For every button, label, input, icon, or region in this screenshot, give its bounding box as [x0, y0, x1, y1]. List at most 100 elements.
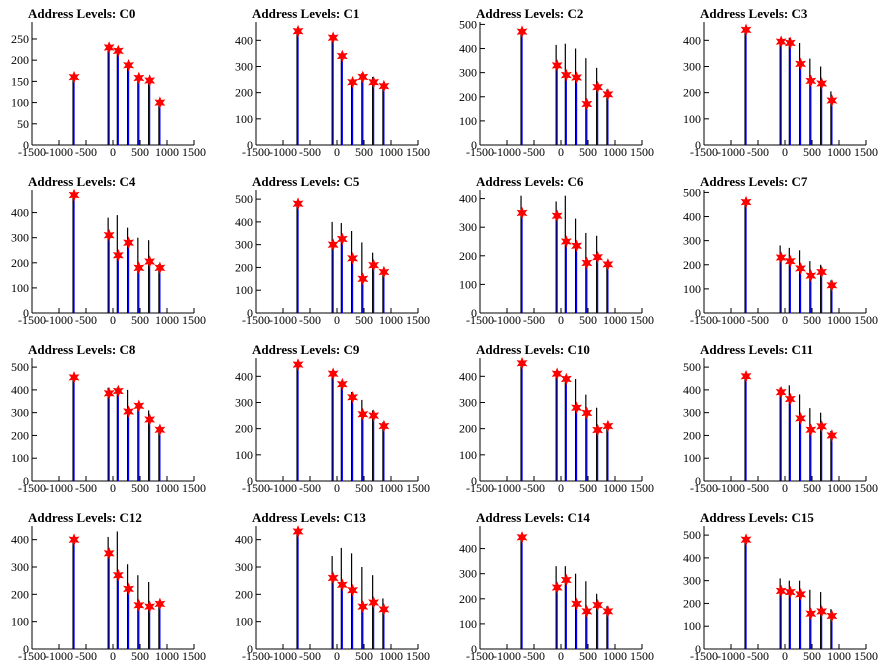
chart-panel: Address Levels: C1 0 100 200 300 400 -1500 -100… [224, 0, 448, 168]
x-tick-label: 0 [110, 649, 116, 663]
peak-marker [816, 265, 828, 279]
chart-panel: Address Levels: C3 0 100 200 300 400 -1500 -100… [672, 0, 896, 168]
y-tick-label: 200 [11, 428, 29, 442]
chart-title: Address Levels: C5 [252, 174, 360, 189]
chart-plot: 0 100 200 300 400 -1500 -1000 -500 0 500 1000 1500 [459, 526, 654, 663]
chart-panel: Address Levels: C10 0 100 200 300 400 -1500 -10… [448, 336, 672, 504]
peak-marker [775, 584, 787, 598]
peak-marker [602, 605, 614, 618]
x-tick-label: -1500 [466, 481, 494, 495]
y-tick-label: 300 [683, 574, 701, 588]
x-tick-label: 1000 [603, 649, 627, 663]
x-tick-label: -1500 [242, 313, 270, 327]
peak-marker [123, 582, 135, 596]
chart-title: Address Levels: C10 [476, 342, 590, 357]
y-tick-label: 0 [247, 474, 253, 488]
chart-panel: Address Levels: C15 0 100 200 300 400 500 -1500… [672, 504, 896, 672]
x-tick-label: -1500 [242, 481, 270, 495]
peak-marker [357, 600, 369, 613]
peak-marker [292, 358, 304, 371]
peak-marker [357, 70, 369, 84]
chart-title: Address Levels: C4 [28, 174, 136, 189]
chart-plot: 0 100 200 300 400 500 -1500 -1000 -500 0 500 1000 15… [683, 185, 878, 327]
chart-title: Address Levels: C14 [476, 510, 590, 525]
peak-marker [357, 272, 369, 286]
y-tick-label: 200 [235, 422, 253, 436]
peak-marker [516, 206, 528, 220]
x-tick-label: -500 [75, 649, 97, 663]
peak-marker [795, 57, 807, 71]
peak-marker [592, 598, 604, 612]
x-tick-label: -500 [523, 481, 545, 495]
y-tick-label: 0 [695, 474, 701, 488]
x-tick-label: 1500 [854, 313, 878, 327]
y-tick-label: 0 [695, 138, 701, 152]
x-tick-label: 1500 [630, 481, 654, 495]
y-tick-label: 200 [11, 256, 29, 270]
y-tick-label: 400 [11, 206, 29, 220]
x-tick-label: 1500 [406, 649, 430, 663]
y-tick-label: 50 [17, 117, 29, 131]
y-tick-label: 100 [683, 451, 701, 465]
peak-marker [775, 385, 787, 399]
y-tick-label: 0 [23, 474, 29, 488]
peak-marker [571, 401, 583, 415]
peak-marker [581, 256, 593, 270]
y-tick-label: 100 [459, 114, 477, 128]
peak-marker [805, 74, 817, 88]
x-tick-label: 500 [579, 313, 597, 327]
peak-marker [154, 261, 166, 275]
y-tick-label: 300 [11, 231, 29, 245]
y-tick-label: 400 [235, 215, 253, 229]
x-tick-label: 1000 [603, 481, 627, 495]
x-tick-label: 1500 [630, 313, 654, 327]
y-tick-label: 400 [683, 210, 701, 224]
peak-marker [592, 423, 604, 437]
y-tick-label: 300 [459, 220, 477, 234]
peak-marker [144, 255, 156, 268]
x-tick-label: 0 [334, 649, 340, 663]
y-tick-label: 500 [683, 185, 701, 199]
peak-marker [795, 412, 807, 425]
x-tick-label: 1000 [155, 313, 179, 327]
x-tick-label: -500 [299, 313, 321, 327]
y-tick-label: 0 [23, 306, 29, 320]
peak-marker [571, 71, 583, 84]
peak-marker [795, 262, 807, 275]
x-tick-label: -500 [299, 481, 321, 495]
peak-marker [560, 235, 572, 248]
chart-plot: 0 100 200 300 400 -1500 -1000 -500 0 500 1000 1500 [11, 526, 206, 663]
x-tick-label: 0 [110, 481, 116, 495]
x-tick-label: 0 [110, 145, 116, 159]
chart-panel: Address Levels: C8 0 100 200 300 400 500 -1500-… [0, 336, 224, 504]
x-tick-label: -500 [747, 145, 769, 159]
x-tick-label: -1500 [466, 313, 494, 327]
chart-plot: 0 100 200 300 400 500 -1500 -1000 -500 0 500 1000 15… [683, 526, 878, 663]
y-tick-label: 500 [683, 528, 701, 542]
peak-marker [378, 419, 390, 433]
x-tick-label: -500 [523, 649, 545, 663]
x-tick-label: 1500 [182, 649, 206, 663]
x-tick-label: 1500 [630, 145, 654, 159]
y-tick-label: 200 [235, 86, 253, 100]
peak-marker [784, 36, 796, 50]
peak-marker [133, 399, 145, 413]
peak-marker [112, 568, 124, 582]
y-tick-label: 100 [235, 112, 253, 126]
x-tick-label: 500 [355, 145, 373, 159]
y-tick-label: 100 [459, 277, 477, 291]
x-tick-label: 0 [558, 145, 564, 159]
chart-plot: 0 100 200 300 400 -1500 -1000 -500 0 500 1000 1500 [235, 525, 430, 663]
y-tick-label: 0 [695, 642, 701, 656]
x-tick-label: -1000 [45, 313, 73, 327]
peak-marker [123, 236, 135, 250]
peak-marker [516, 25, 528, 38]
peak-marker [144, 600, 156, 613]
x-tick-label: -1000 [45, 649, 73, 663]
x-tick-label: 0 [782, 313, 788, 327]
peak-marker [368, 258, 380, 272]
peak-marker [327, 571, 339, 585]
y-tick-label: 400 [235, 533, 253, 547]
peak-marker [551, 59, 563, 72]
y-tick-label: 200 [683, 258, 701, 272]
